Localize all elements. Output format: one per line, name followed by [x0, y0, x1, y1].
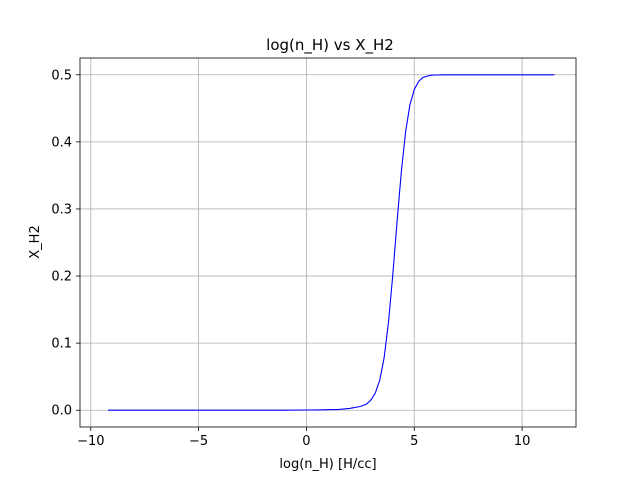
x-tick-label: −10 [77, 434, 104, 449]
y-tick-label: 0.3 [51, 202, 72, 217]
axis-ticks: −10 −5 0 5 10 0.0 0.1 0.2 0.3 0.4 0.5 [51, 68, 530, 449]
series-line [108, 74, 555, 411]
x-tick-label: 10 [514, 434, 531, 449]
x-tick-label: −5 [189, 434, 208, 449]
plot-area-frame [79, 57, 577, 428]
y-tick-label: 0.0 [51, 404, 72, 419]
y-tick-label: 0.4 [51, 135, 72, 150]
y-tick-label: 0.2 [51, 270, 72, 285]
x-tick-label: 5 [410, 434, 418, 449]
x-axis-label: log(n_H) [H/cc] [279, 457, 376, 472]
chart-title: log(n_H) vs X_H2 [266, 36, 394, 55]
y-axis-label: X_H2 [28, 225, 43, 258]
series-layer [108, 74, 555, 411]
y-tick-label: 0.1 [51, 337, 72, 352]
x-tick-label: 0 [302, 434, 310, 449]
y-tick-label: 0.5 [51, 68, 72, 83]
